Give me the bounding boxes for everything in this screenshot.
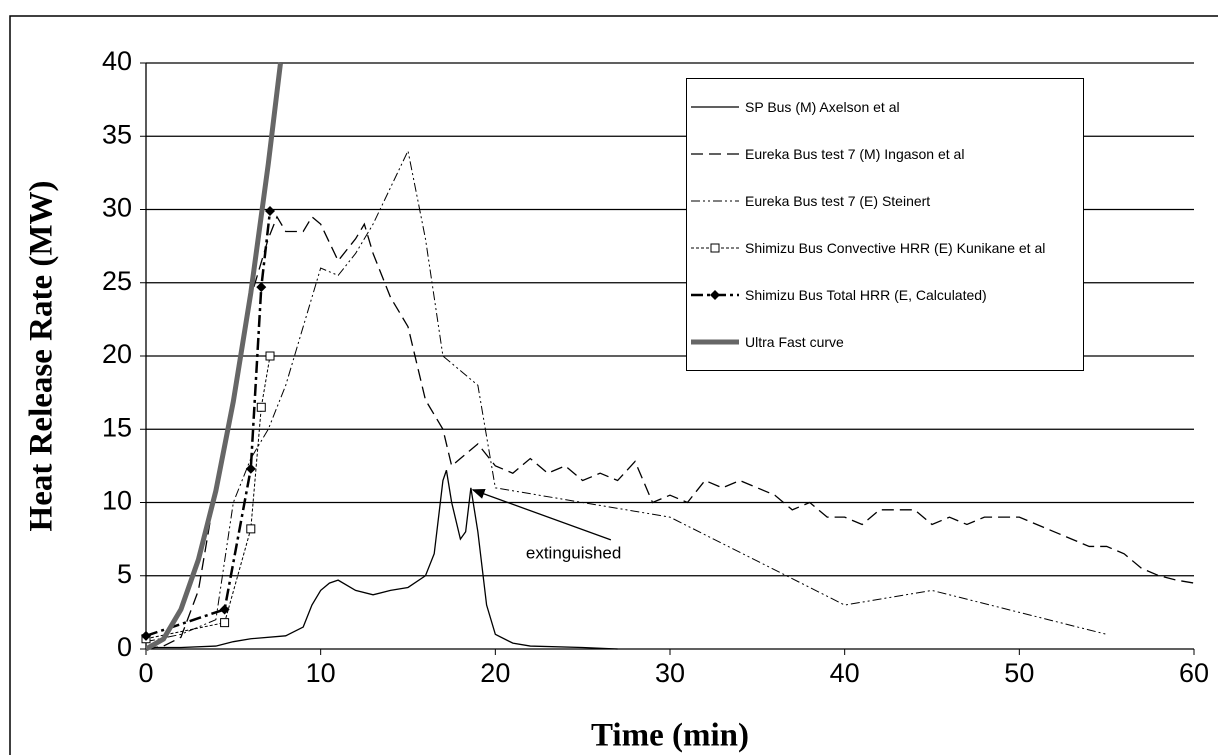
- y-axis-title: Heat Release Rate (MW): [24, 181, 60, 532]
- legend-entry: Eureka Bus test 7 (M) Ingason et al: [687, 146, 1083, 162]
- marker: [220, 618, 230, 628]
- marker: [245, 463, 256, 474]
- x-tick-label: 60: [1179, 658, 1209, 688]
- legend-swatch: [691, 200, 739, 202]
- legend-swatch: [691, 243, 739, 253]
- legend-swatch: [691, 105, 739, 108]
- x-tick-label: 50: [1004, 658, 1034, 688]
- x-tick-label: 30: [655, 658, 685, 688]
- marker: [265, 205, 276, 216]
- marker: [710, 243, 720, 253]
- y-tick-label: 40: [102, 46, 132, 76]
- legend-entry: Shimizu Bus Total HRR (E, Calculated): [687, 287, 1083, 303]
- legend-entry: Shimizu Bus Convective HRR (E) Kunikane …: [687, 240, 1083, 256]
- legend-entry: Eureka Bus test 7 (E) Steinert: [687, 193, 1083, 209]
- legend-swatch: [691, 290, 739, 301]
- y-tick-label: 20: [102, 339, 132, 369]
- y-tick-label: 35: [102, 119, 132, 149]
- legend-label: Ultra Fast curve: [745, 334, 844, 351]
- marker: [710, 290, 720, 301]
- y-tick-label: 5: [117, 559, 132, 589]
- legend-entry: SP Bus (M) Axelson et al: [687, 99, 1083, 115]
- legend-swatch: [691, 153, 739, 155]
- series-line: [146, 149, 1107, 643]
- x-tick-label: 10: [306, 658, 336, 688]
- annotation-arrow: [471, 488, 612, 541]
- series-line: [146, 62, 283, 651]
- marker: [246, 524, 256, 534]
- annotation-text: extinguished: [526, 543, 621, 562]
- legend-label: Eureka Bus test 7 (E) Steinert: [745, 192, 931, 209]
- x-axis-title: Time (min): [591, 718, 749, 754]
- marker: [219, 604, 230, 615]
- legend-entry: Ultra Fast curve: [687, 334, 1083, 350]
- legend-swatch: [691, 339, 739, 345]
- x-tick-label: 20: [480, 658, 510, 688]
- series-line: [146, 355, 271, 640]
- legend-label: SP Bus (M) Axelson et al: [745, 98, 900, 115]
- x-tick-label: 40: [830, 658, 860, 688]
- marker: [141, 630, 151, 641]
- chart-frame: [9, 15, 1218, 755]
- legend-label: Shimizu Bus Convective HRR (E) Kunikane …: [745, 240, 1046, 257]
- legend: SP Bus (M) Axelson et al Eureka Bus test …: [686, 78, 1084, 371]
- y-tick-label: 30: [102, 193, 132, 223]
- marker: [265, 351, 275, 361]
- series-line: [146, 215, 1195, 650]
- y-tick-label: 25: [102, 266, 132, 296]
- y-tick-label: 0: [117, 632, 132, 662]
- marker: [256, 402, 266, 412]
- y-tick-label: 15: [102, 412, 132, 442]
- legend-label: Shimizu Bus Total HRR (E, Calculated): [745, 287, 987, 304]
- marker: [256, 282, 267, 293]
- x-tick-label: 0: [138, 658, 153, 688]
- y-tick-label: 10: [102, 486, 132, 516]
- series-line: [146, 470, 618, 650]
- legend-label: Eureka Bus test 7 (M) Ingason et al: [745, 145, 965, 162]
